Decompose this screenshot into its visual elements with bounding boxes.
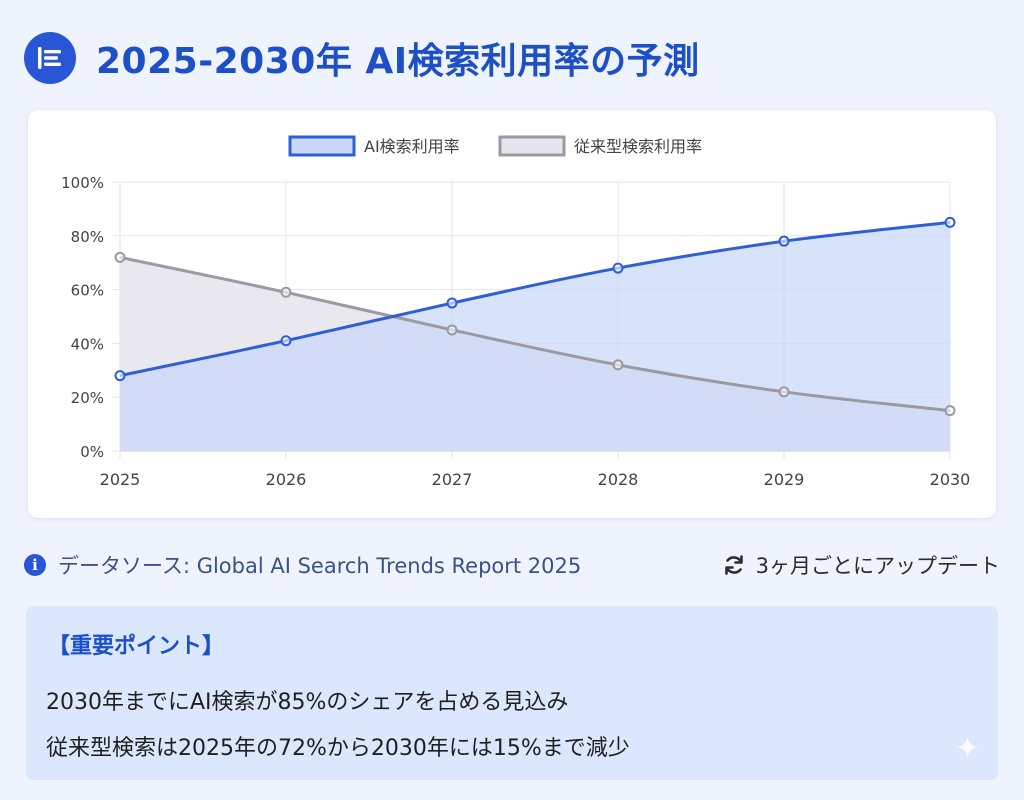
y-tick-label: 60% — [71, 282, 104, 300]
chart-card: 0% 20% 40% 60% 80% 100% 2025 2026 2027 2028 2029 20… — [28, 110, 996, 518]
data-point — [446, 324, 458, 336]
x-tick-label: 2027 — [432, 470, 473, 489]
x-tick-label: 2028 — [598, 470, 639, 489]
update-frequency: 3ヶ月ごとにアップデート — [722, 550, 1000, 580]
data-point — [778, 386, 790, 398]
x-tick-label: 2030 — [930, 470, 971, 489]
key-point-item: 従来型検索は2025年の72%から2030年には15%まで減少 — [46, 736, 630, 761]
data-point — [446, 297, 458, 309]
data-point — [612, 262, 624, 274]
data-point — [280, 335, 292, 347]
data-point — [114, 370, 126, 382]
x-tick-label: 2025 — [100, 470, 141, 489]
legend-swatch — [498, 135, 566, 157]
key-point-item: 2030年までにAI検索が85%のシェアを占める見込み — [46, 690, 569, 715]
y-tick-label: 20% — [71, 389, 104, 407]
data-source: i データソース: Global AI Search Trends Report… — [24, 550, 581, 580]
y-tick-label: 80% — [71, 228, 104, 246]
y-tick-label: 100% — [61, 174, 104, 192]
data-point — [114, 251, 126, 263]
page-title: 2025-2030年 AI検索利用率の予測 — [96, 41, 700, 82]
series-area — [120, 222, 950, 451]
refresh-icon — [722, 553, 746, 577]
x-tick-label: 2026 — [266, 470, 307, 489]
series-line — [119, 255, 951, 413]
data-point — [944, 216, 956, 228]
series-line — [119, 220, 951, 378]
info-row: i データソース: Global AI Search Trends Report… — [24, 548, 1000, 582]
y-tick-label: 40% — [71, 335, 104, 353]
legend-label: 従来型検索利用率 — [574, 137, 702, 156]
update-frequency-label: 3ヶ月ごとにアップデート — [755, 554, 1000, 578]
data-point — [280, 286, 292, 298]
data-point — [612, 359, 624, 371]
document-list-icon — [24, 32, 76, 84]
key-points-box: 【重要ポイント】 2030年までにAI検索が85%のシェアを占める見込み 従来型… — [26, 606, 998, 780]
data-source-label: データソース: Global AI Search Trends Report 2… — [58, 554, 582, 578]
data-point — [778, 235, 790, 247]
info-icon: i — [24, 554, 46, 576]
data-point — [944, 405, 956, 417]
legend-swatch — [288, 135, 356, 157]
key-points-title: 【重要ポイント】 — [48, 634, 225, 659]
area-chart: 0% 20% 40% 60% 80% 100% 2025 2026 2027 2028 2029 20… — [61, 135, 971, 489]
y-tick-label: 0% — [80, 443, 104, 461]
sparkle-icon: ✦ — [954, 731, 980, 766]
header: 2025-2030年 AI検索利用率の予測 — [24, 28, 700, 88]
legend-label: AI検索利用率 — [364, 137, 460, 156]
x-tick-label: 2029 — [764, 470, 805, 489]
